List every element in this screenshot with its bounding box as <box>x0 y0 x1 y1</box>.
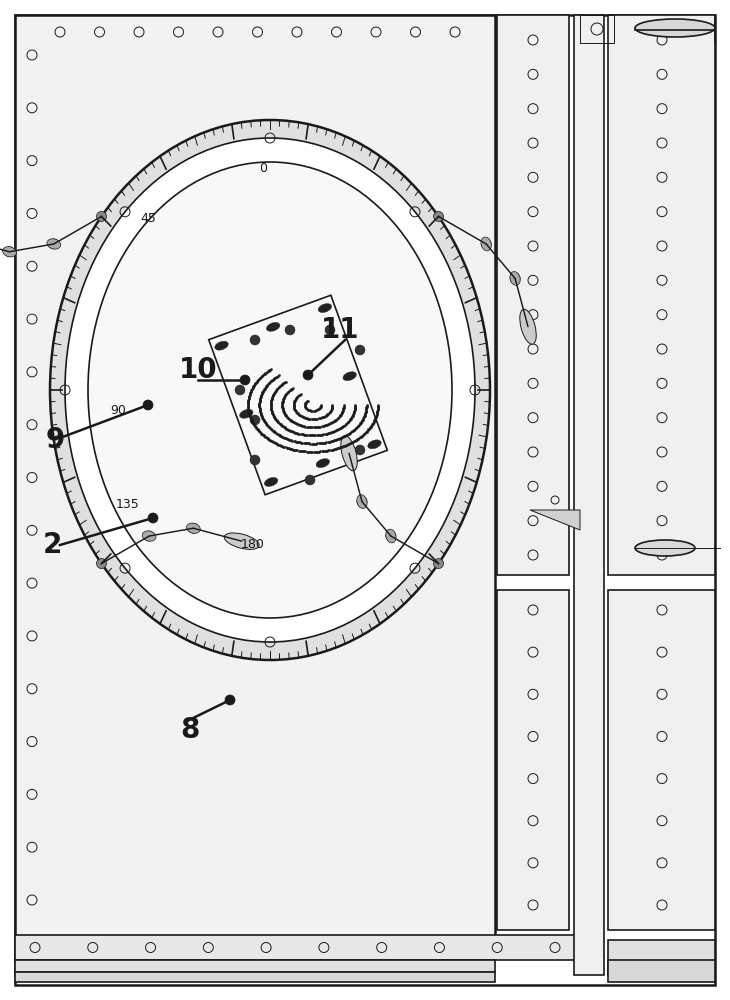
Circle shape <box>4 247 15 257</box>
Circle shape <box>250 415 260 425</box>
Text: 2: 2 <box>42 531 62 559</box>
Circle shape <box>49 239 59 249</box>
Bar <box>608 15 715 575</box>
Bar <box>608 960 715 982</box>
Ellipse shape <box>368 440 381 449</box>
Ellipse shape <box>266 322 280 331</box>
Bar <box>15 15 495 955</box>
Ellipse shape <box>47 239 61 249</box>
Ellipse shape <box>65 138 475 642</box>
Ellipse shape <box>520 309 537 344</box>
Ellipse shape <box>635 540 695 556</box>
Text: 90: 90 <box>110 403 126 416</box>
Circle shape <box>434 211 444 221</box>
Bar <box>608 940 715 975</box>
Ellipse shape <box>341 436 357 471</box>
Ellipse shape <box>215 341 228 350</box>
Text: 0: 0 <box>259 161 267 174</box>
Text: 10: 10 <box>179 356 218 384</box>
Ellipse shape <box>142 531 156 541</box>
Circle shape <box>250 335 260 345</box>
Circle shape <box>144 531 154 541</box>
Circle shape <box>303 370 313 380</box>
Circle shape <box>357 497 367 507</box>
Circle shape <box>96 559 107 569</box>
Circle shape <box>305 475 315 485</box>
Ellipse shape <box>224 533 259 549</box>
Ellipse shape <box>88 162 452 618</box>
Bar <box>15 972 495 982</box>
Circle shape <box>386 531 396 541</box>
Circle shape <box>434 559 444 569</box>
Text: 135: 135 <box>116 497 140 510</box>
Bar <box>580 15 614 43</box>
Ellipse shape <box>318 304 331 313</box>
Ellipse shape <box>510 272 520 285</box>
Bar <box>497 15 569 575</box>
Circle shape <box>355 345 365 355</box>
Circle shape <box>96 211 107 221</box>
Circle shape <box>355 445 365 455</box>
Circle shape <box>510 273 520 283</box>
Ellipse shape <box>3 247 16 257</box>
Text: 11: 11 <box>320 316 359 344</box>
Circle shape <box>225 695 235 705</box>
Circle shape <box>285 325 295 335</box>
Circle shape <box>325 325 335 335</box>
Circle shape <box>481 239 491 249</box>
Text: 8: 8 <box>180 716 200 744</box>
Ellipse shape <box>50 120 490 660</box>
Text: 45: 45 <box>140 212 156 225</box>
Bar <box>608 590 715 930</box>
Bar <box>497 590 569 930</box>
Text: 9: 9 <box>45 426 65 454</box>
Circle shape <box>250 455 260 465</box>
Circle shape <box>143 400 153 410</box>
Text: 180: 180 <box>241 538 265 552</box>
Ellipse shape <box>187 523 200 533</box>
Ellipse shape <box>316 459 329 468</box>
Bar <box>574 15 604 975</box>
Circle shape <box>240 375 250 385</box>
Bar <box>15 935 585 960</box>
Bar <box>15 960 495 972</box>
Ellipse shape <box>239 409 253 418</box>
Circle shape <box>235 385 245 395</box>
Ellipse shape <box>635 19 715 37</box>
Ellipse shape <box>357 495 367 508</box>
Polygon shape <box>530 510 580 530</box>
Ellipse shape <box>343 372 356 381</box>
Circle shape <box>148 513 158 523</box>
Ellipse shape <box>481 237 491 251</box>
Ellipse shape <box>264 477 278 486</box>
Ellipse shape <box>385 529 396 543</box>
Circle shape <box>188 523 199 533</box>
